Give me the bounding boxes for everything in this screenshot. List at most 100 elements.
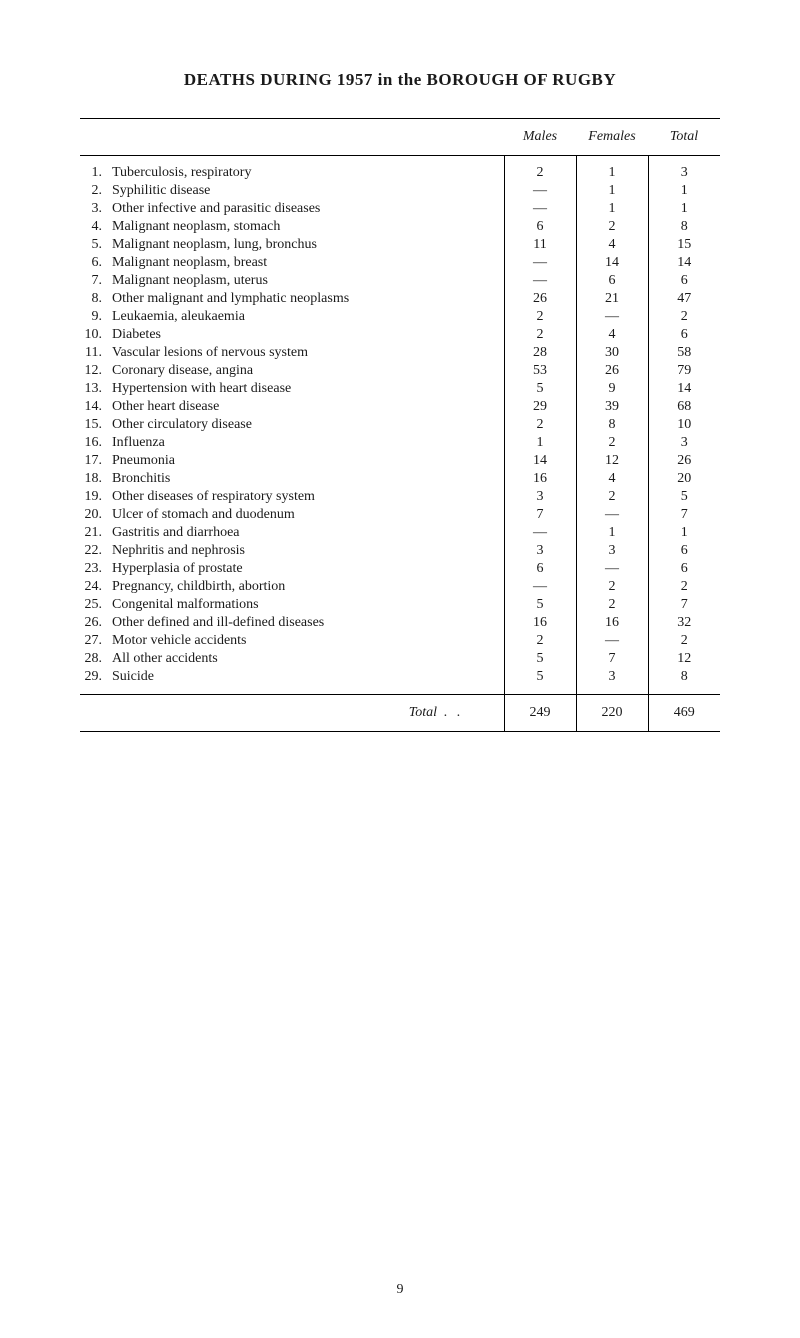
- row-total: 6: [648, 560, 720, 578]
- row-total: 6: [648, 542, 720, 560]
- row-males: 3: [504, 542, 576, 560]
- row-description: Malignant neoplasm, breast: [108, 254, 504, 272]
- row-total: 6: [648, 326, 720, 344]
- row-total: 8: [648, 668, 720, 686]
- row-description: Coronary disease, angina: [108, 362, 504, 380]
- row-number: 19.: [80, 488, 108, 506]
- row-males: 53: [504, 362, 576, 380]
- table-total-row: Total . . 249 220 469: [80, 695, 720, 732]
- row-males: 2: [504, 416, 576, 434]
- row-males: 2: [504, 326, 576, 344]
- deaths-table: Males Females Total 1.Tuberculosis, resp…: [80, 118, 720, 732]
- row-number: 15.: [80, 416, 108, 434]
- row-males: 11: [504, 236, 576, 254]
- row-females: 1: [576, 200, 648, 218]
- row-total: 3: [648, 434, 720, 452]
- row-total: 1: [648, 200, 720, 218]
- row-description: Other infective and parasitic diseases: [108, 200, 504, 218]
- row-description: Nephritis and nephrosis: [108, 542, 504, 560]
- row-total: 12: [648, 650, 720, 668]
- row-number: 11.: [80, 344, 108, 362]
- row-total: 1: [648, 524, 720, 542]
- row-total: 10: [648, 416, 720, 434]
- row-females: 3: [576, 542, 648, 560]
- row-females: 1: [576, 182, 648, 200]
- row-number: 12.: [80, 362, 108, 380]
- row-males: —: [504, 182, 576, 200]
- table-row: 9.Leukaemia, aleukaemia2—2: [80, 308, 720, 326]
- table-row: 19.Other diseases of respiratory system3…: [80, 488, 720, 506]
- row-females: 4: [576, 326, 648, 344]
- table-row: 20.Ulcer of stomach and duodenum7—7: [80, 506, 720, 524]
- row-number: 25.: [80, 596, 108, 614]
- row-description: Other defined and ill-defined diseases: [108, 614, 504, 632]
- table-row: 8.Other malignant and lymphatic neoplasm…: [80, 290, 720, 308]
- row-females: 4: [576, 470, 648, 488]
- table-row: 7.Malignant neoplasm, uterus—66: [80, 272, 720, 290]
- table-row: 28.All other accidents5712: [80, 650, 720, 668]
- row-females: 14: [576, 254, 648, 272]
- row-description: Leukaemia, aleukaemia: [108, 308, 504, 326]
- table-row: 4.Malignant neoplasm, stomach628: [80, 218, 720, 236]
- row-males: 26: [504, 290, 576, 308]
- row-females: 2: [576, 578, 648, 596]
- table-row: 11.Vascular lesions of nervous system283…: [80, 344, 720, 362]
- row-number: 23.: [80, 560, 108, 578]
- row-total: 2: [648, 308, 720, 326]
- row-number: 7.: [80, 272, 108, 290]
- row-number: 17.: [80, 452, 108, 470]
- table-row: 24.Pregnancy, childbirth, abortion—22: [80, 578, 720, 596]
- row-females: 6: [576, 272, 648, 290]
- table-row: 5.Malignant neoplasm, lung, bronchus1141…: [80, 236, 720, 254]
- row-number: 1.: [80, 164, 108, 182]
- row-description: Malignant neoplasm, uterus: [108, 272, 504, 290]
- row-males: —: [504, 254, 576, 272]
- spacer: [80, 156, 720, 165]
- row-males: 2: [504, 632, 576, 650]
- row-males: 16: [504, 470, 576, 488]
- row-description: Malignant neoplasm, stomach: [108, 218, 504, 236]
- table-row: 18.Bronchitis16420: [80, 470, 720, 488]
- row-females: —: [576, 308, 648, 326]
- row-males: 2: [504, 164, 576, 182]
- row-description: Vascular lesions of nervous system: [108, 344, 504, 362]
- row-number: 2.: [80, 182, 108, 200]
- table-row: 26.Other defined and ill-defined disease…: [80, 614, 720, 632]
- table-row: 6.Malignant neoplasm, breast—1414: [80, 254, 720, 272]
- row-number: 28.: [80, 650, 108, 668]
- table-row: 1.Tuberculosis, respiratory213: [80, 164, 720, 182]
- row-description: Other malignant and lymphatic neoplasms: [108, 290, 504, 308]
- page-title: DEATHS DURING 1957 in the BOROUGH OF RUG…: [80, 70, 720, 90]
- row-description: Hypertension with heart disease: [108, 380, 504, 398]
- total-females: 220: [576, 695, 648, 732]
- row-males: 6: [504, 560, 576, 578]
- spacer: [80, 686, 720, 695]
- table-header-row: Males Females Total: [80, 119, 720, 156]
- page-number: 9: [0, 1282, 800, 1298]
- row-description: Other circulatory disease: [108, 416, 504, 434]
- total-total: 469: [648, 695, 720, 732]
- row-number: 13.: [80, 380, 108, 398]
- row-females: 9: [576, 380, 648, 398]
- row-females: 3: [576, 668, 648, 686]
- row-total: 2: [648, 632, 720, 650]
- row-males: 6: [504, 218, 576, 236]
- row-females: 1: [576, 524, 648, 542]
- table-row: 13.Hypertension with heart disease5914: [80, 380, 720, 398]
- row-description: Diabetes: [108, 326, 504, 344]
- table-row: 25.Congenital malformations527: [80, 596, 720, 614]
- row-total: 2: [648, 578, 720, 596]
- row-description: Ulcer of stomach and duodenum: [108, 506, 504, 524]
- row-males: 2: [504, 308, 576, 326]
- row-females: 2: [576, 488, 648, 506]
- row-total: 58: [648, 344, 720, 362]
- row-females: —: [576, 560, 648, 578]
- row-females: 39: [576, 398, 648, 416]
- row-description: Hyperplasia of prostate: [108, 560, 504, 578]
- row-total: 7: [648, 596, 720, 614]
- row-females: —: [576, 506, 648, 524]
- row-males: —: [504, 578, 576, 596]
- header-total: Total: [648, 119, 720, 156]
- row-females: 26: [576, 362, 648, 380]
- row-total: 26: [648, 452, 720, 470]
